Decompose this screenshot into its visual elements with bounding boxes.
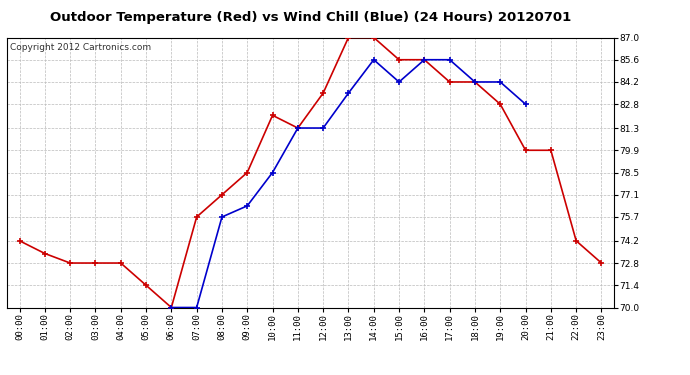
Text: Copyright 2012 Cartronics.com: Copyright 2012 Cartronics.com — [10, 43, 151, 52]
Text: Outdoor Temperature (Red) vs Wind Chill (Blue) (24 Hours) 20120701: Outdoor Temperature (Red) vs Wind Chill … — [50, 11, 571, 24]
